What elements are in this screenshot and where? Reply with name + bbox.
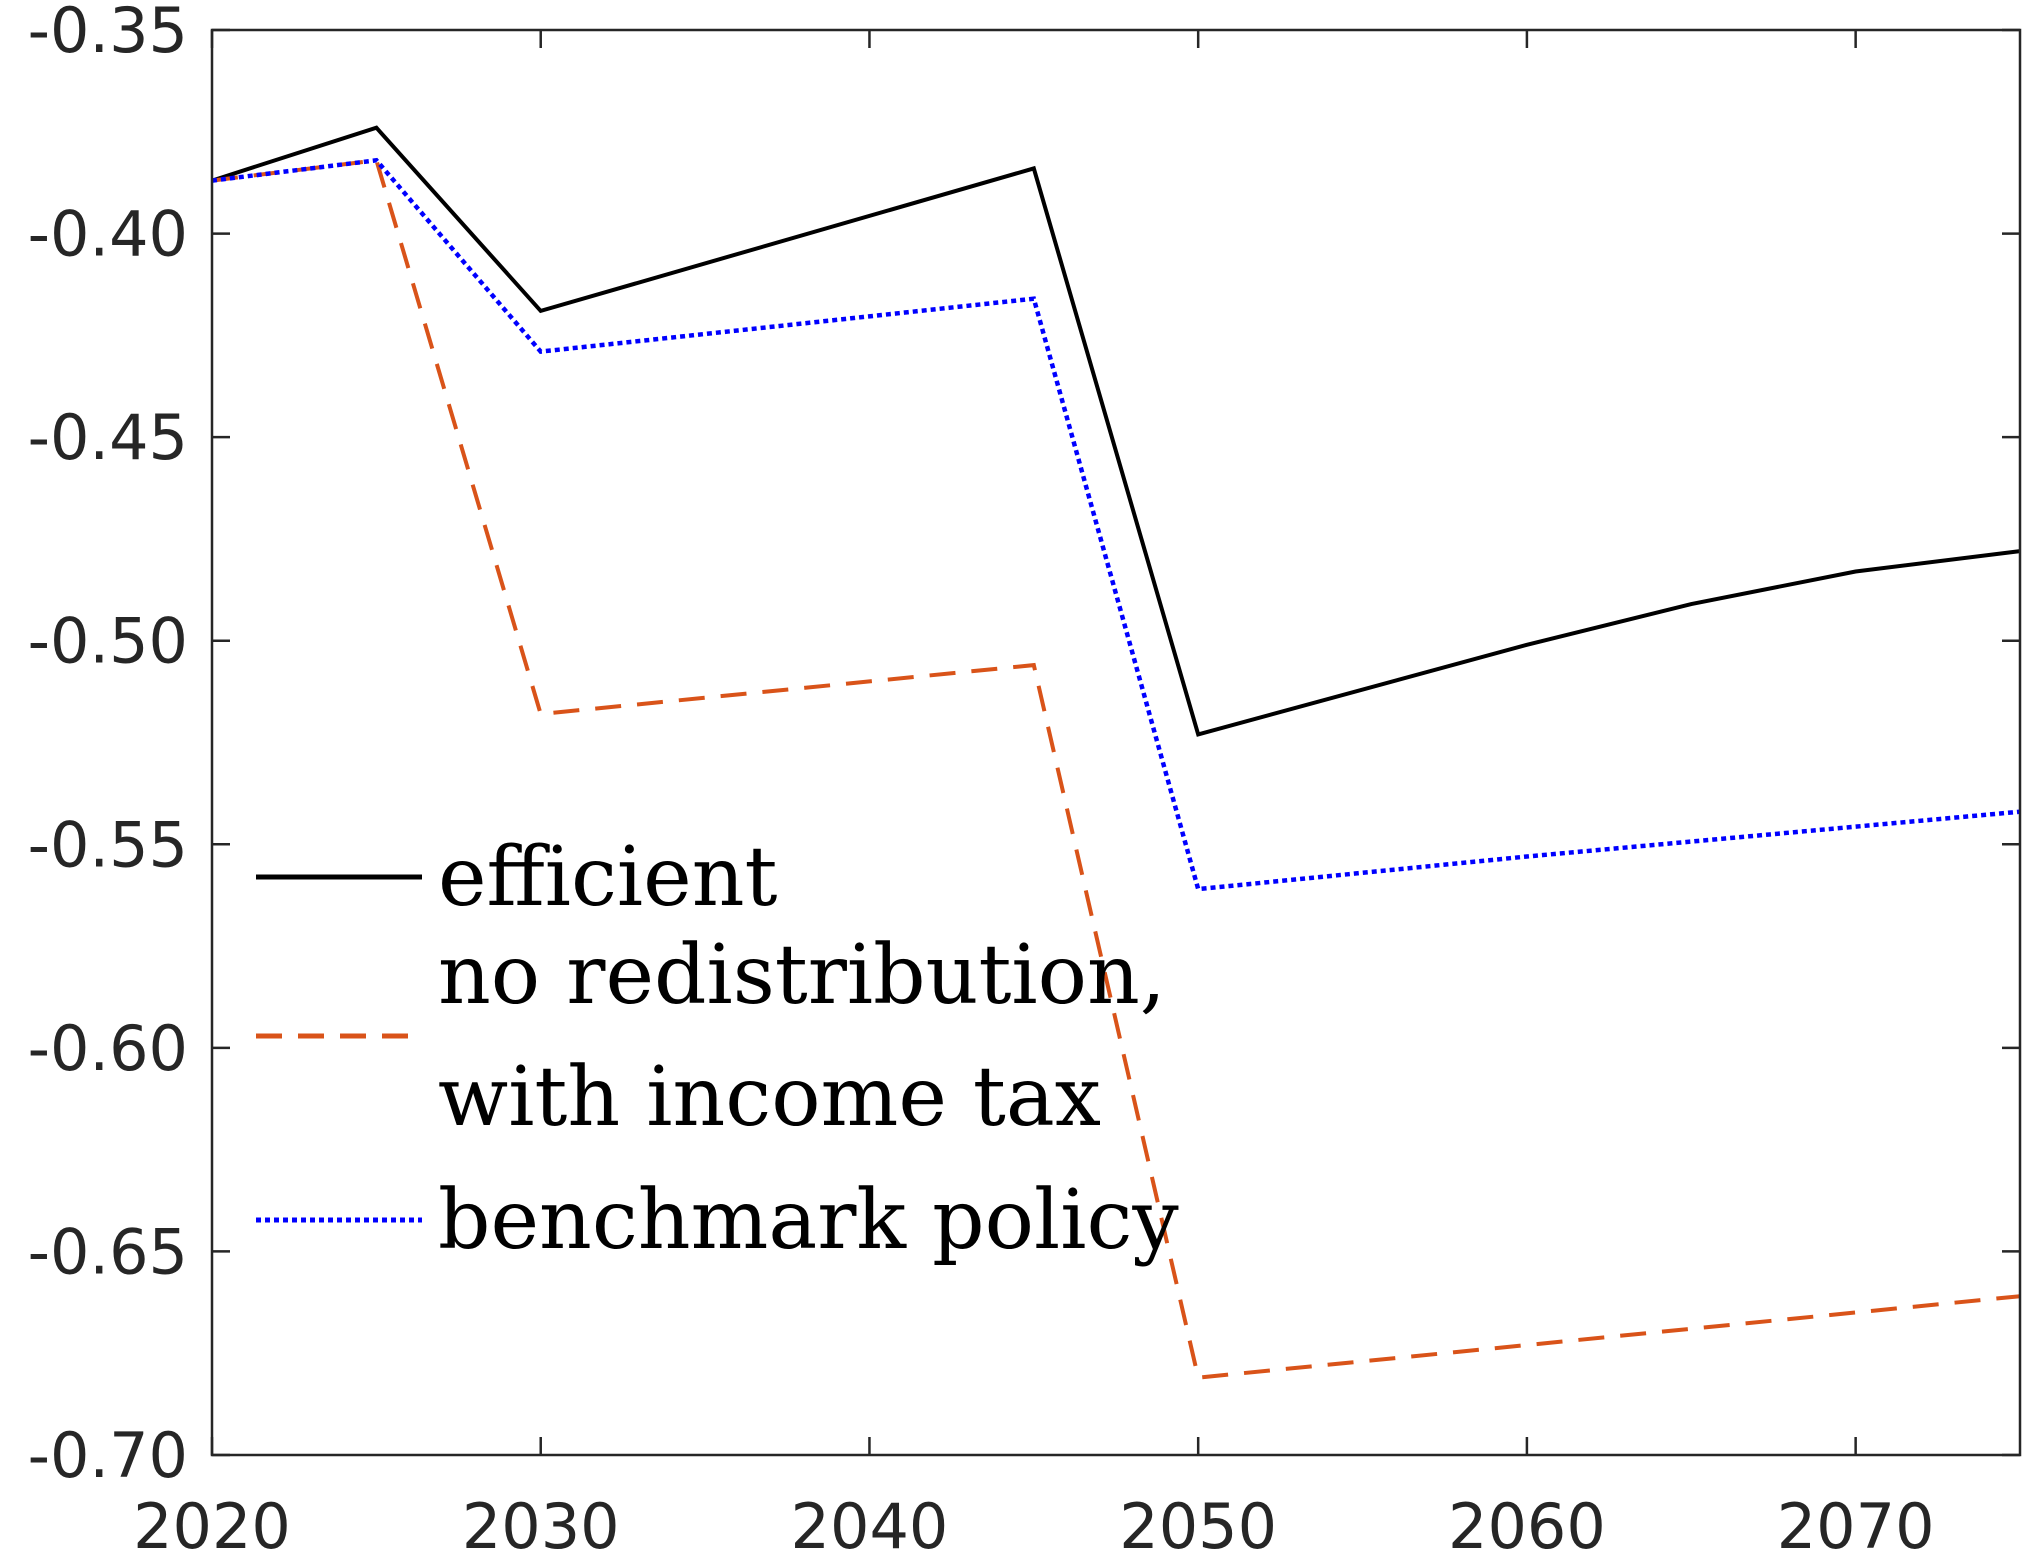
legend-label: no redistribution, xyxy=(438,928,1166,1023)
y-tick-label: -0.50 xyxy=(28,605,188,678)
y-tick-label: -0.60 xyxy=(28,1012,188,1085)
legend-label: efficient xyxy=(438,830,777,925)
x-tick-labels: 2020 2030 2040 2050 2060 2070 xyxy=(133,1490,1934,1554)
y-tick-label: -0.70 xyxy=(28,1419,188,1492)
plot-frame xyxy=(210,28,2022,1457)
series-layer xyxy=(211,125,2021,1380)
y-tick-label: -0.55 xyxy=(28,808,188,881)
legend-label: with income tax xyxy=(438,1050,1101,1145)
x-tick-label: 2040 xyxy=(791,1490,949,1554)
x-tick-label: 2030 xyxy=(462,1490,620,1554)
series-line-3 xyxy=(211,157,2021,892)
y-tick-labels: -0.35 -0.40 -0.45 -0.50 -0.55 -0.60 -0.65 -0.70 xyxy=(28,0,188,1492)
y-tick-label: -0.40 xyxy=(28,198,188,271)
y-tick-label: -0.45 xyxy=(28,401,188,474)
tick-layer xyxy=(210,28,2020,1457)
plot-background xyxy=(212,30,2020,1455)
y-tick-label: -0.35 xyxy=(28,0,188,67)
x-tick-label: 2020 xyxy=(133,1490,291,1554)
series-line-1 xyxy=(211,125,2021,737)
legend-label: benchmark policy xyxy=(438,1173,1179,1268)
y-tick-label: -0.65 xyxy=(28,1215,188,1288)
x-tick-label: 2070 xyxy=(1777,1490,1935,1554)
x-tick-label: 2050 xyxy=(1119,1490,1277,1554)
x-tick-label: 2060 xyxy=(1448,1490,1606,1554)
